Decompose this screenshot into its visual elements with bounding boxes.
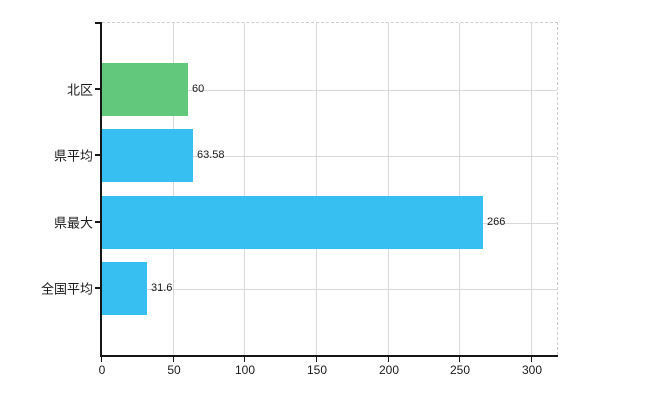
bar-value-label: 60 [192, 83, 205, 95]
y-axis-line [100, 22, 102, 355]
category-label: 全国平均 [40, 281, 93, 297]
x-axis-tick [531, 355, 532, 362]
vertical-gridline [531, 23, 532, 355]
y-axis-top-tick [95, 22, 102, 24]
bar-value-label: 63.58 [197, 149, 225, 161]
plot-area [102, 22, 558, 355]
x-axis-tick [244, 355, 245, 362]
bar-北区[interactable] [102, 63, 188, 116]
x-axis-tick-label: 300 [521, 363, 543, 377]
category-label: 県最大 [53, 215, 93, 231]
x-axis-tick [101, 355, 102, 362]
horizontal-gridline [102, 289, 557, 290]
x-axis-tick [388, 355, 389, 362]
x-axis-line [100, 355, 558, 357]
bar-value-label: 31.6 [151, 282, 173, 294]
category-tick [95, 221, 100, 223]
x-axis-tick-label: 0 [98, 363, 106, 377]
bar-全国平均[interactable] [102, 262, 147, 315]
vertical-gridline [173, 23, 174, 355]
x-axis-tick [459, 355, 460, 362]
category-tick [95, 287, 100, 289]
x-axis-tick [173, 355, 174, 362]
bar-value-label: 266 [487, 216, 506, 228]
x-axis-tick [316, 355, 317, 362]
x-axis-tick-label: 50 [167, 363, 181, 377]
vertical-gridline [388, 23, 389, 355]
vertical-gridline [316, 23, 317, 355]
category-label: 県平均 [53, 148, 93, 164]
x-axis-tick-label: 100 [234, 363, 256, 377]
category-label: 北区 [66, 82, 93, 98]
x-axis-tick-label: 150 [306, 363, 328, 377]
category-tick [95, 154, 100, 156]
x-axis-tick-label: 250 [449, 363, 471, 377]
category-tick [95, 88, 100, 90]
horizontal-gridline [102, 90, 557, 91]
vertical-gridline [459, 23, 460, 355]
bar-県最大[interactable] [102, 196, 483, 249]
horizontal-gridline [102, 156, 557, 157]
vertical-gridline [244, 23, 245, 355]
bar-県平均[interactable] [102, 129, 193, 182]
x-axis-tick-label: 200 [378, 363, 400, 377]
